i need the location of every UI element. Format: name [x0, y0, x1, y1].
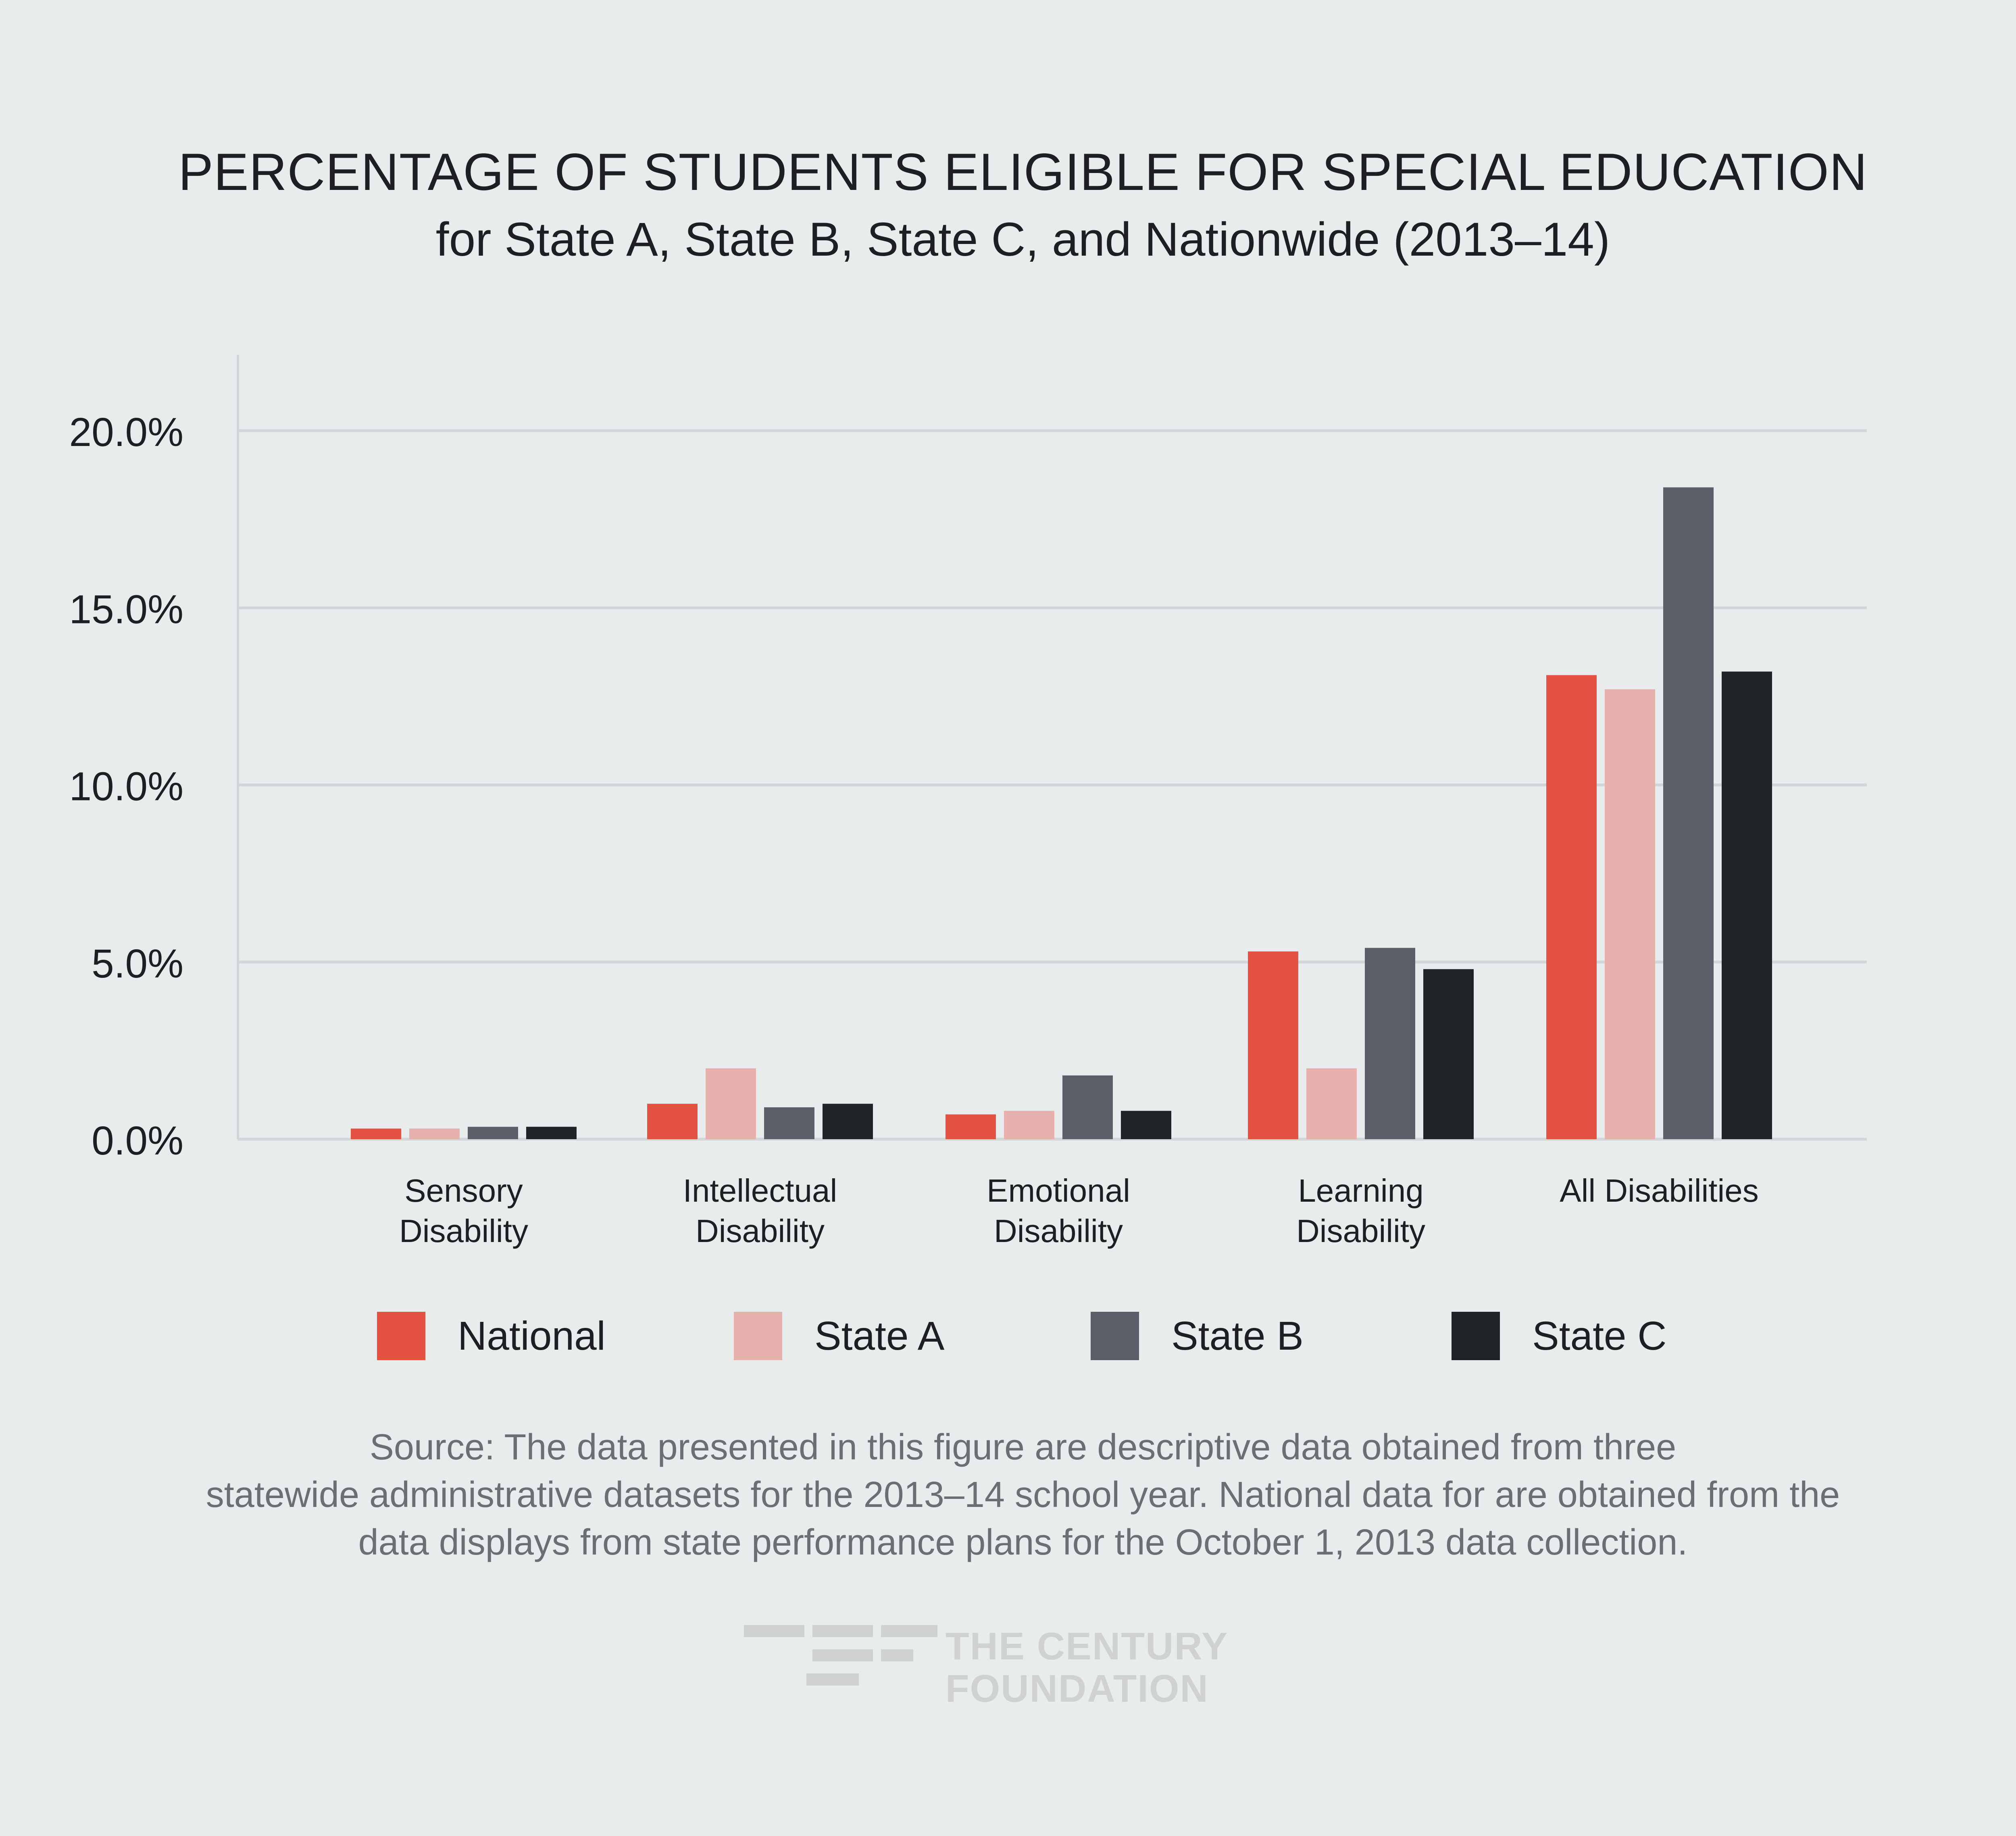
bar — [351, 1128, 401, 1139]
legend-swatch-state-a — [734, 1312, 782, 1360]
bar — [647, 1104, 698, 1139]
bar — [706, 1068, 756, 1139]
bar — [1546, 675, 1597, 1139]
bar — [1722, 671, 1772, 1139]
x-tick-label: Disability — [1296, 1213, 1425, 1249]
legend-label-state-a: State A — [814, 1313, 945, 1359]
y-tick-label: 10.0% — [69, 764, 183, 809]
source-line: statewide administrative datasets for th… — [206, 1475, 1840, 1515]
legend-swatch-state-c — [1452, 1312, 1500, 1360]
bar — [1121, 1111, 1171, 1139]
bar-chart: 0.0% 5.0% 10.0% 15.0% 20.0% Sensory Disability… — [69, 355, 1867, 1249]
legend-label-state-b: State B — [1171, 1313, 1304, 1359]
x-tick-label: Intellectual — [683, 1173, 837, 1209]
x-tick-label: Emotional — [987, 1173, 1130, 1209]
legend-item-state-b: State B — [1091, 1310, 1304, 1362]
chart-title: PERCENTAGE OF STUDENTS ELIGIBLE FOR SPEC… — [178, 142, 1868, 201]
y-tick-label: 20.0% — [69, 410, 183, 455]
legend-item-state-a: State A — [734, 1310, 944, 1362]
century-foundation-logo: THE CENTURY FOUNDATION — [744, 1625, 1260, 1710]
bar — [1365, 948, 1415, 1139]
source-note: Source: The data presented in this figur… — [161, 1423, 1885, 1566]
x-tick-label: Sensory — [404, 1173, 523, 1209]
bar — [1062, 1075, 1113, 1139]
legend-swatch-state-b — [1091, 1312, 1139, 1360]
x-tick-label: Learning — [1298, 1173, 1423, 1209]
legend-label-state-c: State C — [1532, 1313, 1667, 1359]
bar — [1306, 1068, 1357, 1139]
y-tick-label: 5.0% — [92, 941, 183, 986]
legend-item-national: National — [377, 1310, 606, 1362]
bar — [1605, 689, 1655, 1139]
y-tick-label: 15.0% — [69, 587, 183, 632]
bar — [1423, 969, 1474, 1139]
y-tick-label: 0.0% — [92, 1118, 183, 1163]
logo-text-line1: THE CENTURY — [946, 1625, 1229, 1668]
x-tick-label: Disability — [994, 1213, 1123, 1249]
x-tick-label: Disability — [696, 1213, 825, 1249]
bar — [1248, 951, 1298, 1139]
legend-swatch-national — [377, 1312, 425, 1360]
bar — [764, 1107, 814, 1139]
logo-text-line2: FOUNDATION — [946, 1667, 1209, 1710]
source-line: data displays from state performance pla… — [358, 1522, 1688, 1563]
x-tick-label: Disability — [399, 1213, 528, 1249]
bar — [409, 1128, 460, 1139]
legend-item-state-c: State C — [1452, 1310, 1667, 1362]
bar — [468, 1127, 518, 1139]
logo-mark-icon — [744, 1625, 937, 1686]
bar — [823, 1104, 873, 1139]
source-line: Source: The data presented in this figur… — [369, 1427, 1677, 1467]
bar — [526, 1127, 577, 1139]
logo-text: THE CENTURY FOUNDATION — [946, 1625, 1228, 1710]
bar — [946, 1114, 996, 1139]
bar — [1663, 487, 1714, 1139]
x-tick-label: All Disabilities — [1560, 1173, 1758, 1209]
legend-label-national: National — [458, 1313, 606, 1359]
bar — [1004, 1111, 1054, 1139]
chart-subtitle: for State A, State B, State C, and Natio… — [435, 213, 1610, 266]
